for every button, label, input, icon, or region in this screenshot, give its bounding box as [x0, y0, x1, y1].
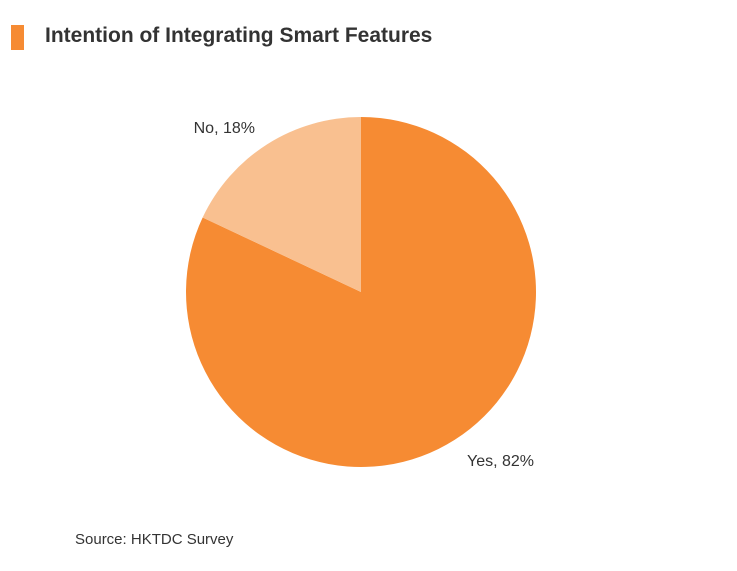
pie-label-yes: Yes, 82%: [467, 453, 534, 470]
source-note: Source: HKTDC Survey: [75, 531, 233, 548]
pie-slices: [186, 117, 536, 467]
pie-label-no: No, 18%: [194, 120, 255, 137]
